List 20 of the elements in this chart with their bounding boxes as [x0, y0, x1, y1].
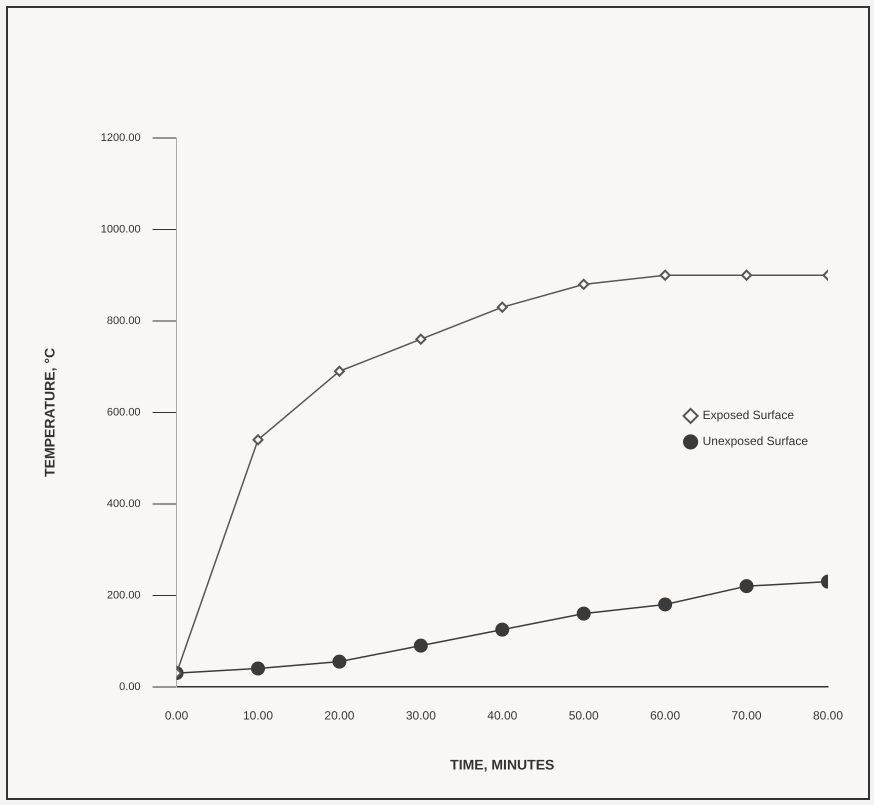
y-tick-label: 0.00 — [119, 680, 141, 693]
x-tick-label: 10.00 — [242, 708, 274, 722]
y-axis-title: TEMPERATURE, °C — [41, 348, 58, 477]
x-axis-title: TIME, MINUTES — [450, 756, 554, 772]
legend-label: Unexposed Surface — [702, 434, 808, 448]
x-tick-label: 30.00 — [406, 708, 436, 722]
x-tick-label: 60.00 — [650, 708, 680, 722]
y-tick-label: 400.00 — [106, 498, 141, 510]
x-tick-label: 40.00 — [487, 708, 518, 722]
x-tick-label: 0.00 — [164, 708, 189, 722]
legend-label: Exposed Surface — [702, 408, 794, 422]
x-tick-label: 50.00 — [568, 708, 600, 722]
y-tick-label: 1200.00 — [100, 132, 141, 144]
y-tick-label: 800.00 — [106, 314, 141, 327]
y-tick-label: 1000.00 — [100, 224, 141, 236]
y-tick-label: 200.00 — [106, 589, 141, 602]
x-tick-label: 80.00 — [812, 708, 844, 722]
y-tick-label: 600.00 — [106, 406, 141, 418]
x-tick-label: 70.00 — [732, 708, 762, 722]
x-tick-label: 20.00 — [324, 708, 355, 722]
